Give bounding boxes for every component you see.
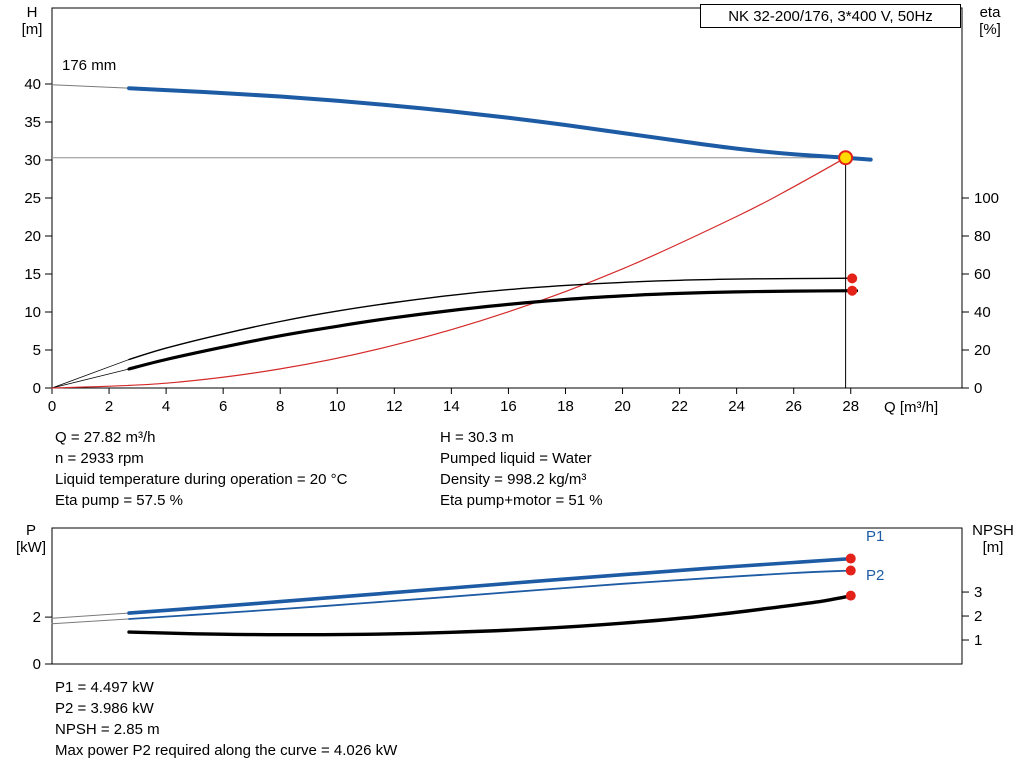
svg-text:20: 20: [24, 228, 41, 245]
svg-text:25: 25: [24, 190, 41, 207]
svg-text:20: 20: [614, 398, 631, 415]
svg-text:10: 10: [329, 398, 346, 415]
svg-text:12: 12: [386, 398, 403, 415]
svg-text:2: 2: [33, 609, 41, 626]
svg-text:0: 0: [974, 380, 982, 397]
axis-title-power: P [kW]: [8, 522, 54, 556]
svg-text:15: 15: [24, 266, 41, 283]
axis-title-npsh-unit: [m]: [982, 539, 1004, 556]
info-eta-pump-motor: Eta pump+motor = 51 %: [440, 492, 603, 509]
svg-text:18: 18: [557, 398, 574, 415]
svg-text:100: 100: [974, 190, 999, 207]
svg-text:5: 5: [33, 342, 41, 359]
svg-text:28: 28: [842, 398, 859, 415]
svg-text:20: 20: [974, 342, 991, 359]
svg-text:35: 35: [24, 114, 41, 131]
svg-text:6: 6: [219, 398, 227, 415]
svg-text:40: 40: [974, 304, 991, 321]
axis-title-head-unit: [m]: [21, 21, 43, 38]
svg-text:2: 2: [974, 608, 982, 625]
svg-text:22: 22: [671, 398, 688, 415]
info-pumped-liquid: Pumped liquid = Water: [440, 450, 592, 467]
pump-model-title: NK 32-200/176, 3*400 V, 50Hz: [700, 4, 961, 28]
svg-text:30: 30: [24, 152, 41, 169]
svg-text:8: 8: [276, 398, 284, 415]
svg-text:3: 3: [974, 584, 982, 601]
info-eta-pump: Eta pump = 57.5 %: [55, 492, 183, 509]
svg-text:40: 40: [24, 76, 41, 93]
svg-text:16: 16: [500, 398, 517, 415]
axis-title-flow: Q [m³/h]: [884, 399, 939, 416]
axis-title-head: H [m]: [10, 4, 54, 38]
axis-title-npsh: NPSH [m]: [964, 522, 1022, 556]
axis-title-eta-symbol: eta: [979, 4, 1001, 21]
p2-curve-label: P2: [866, 567, 885, 584]
result-p1: P1 = 4.497 kW: [55, 679, 154, 696]
axis-title-eta: eta [%]: [966, 4, 1014, 38]
svg-text:4: 4: [162, 398, 170, 415]
axis-title-power-unit: [kW]: [16, 539, 46, 556]
svg-text:0: 0: [48, 398, 56, 415]
info-density: Density = 998.2 kg/m³: [440, 471, 587, 488]
svg-text:60: 60: [974, 266, 991, 283]
svg-text:80: 80: [974, 228, 991, 245]
info-speed: n = 2933 rpm: [55, 450, 144, 467]
svg-text:14: 14: [443, 398, 460, 415]
axis-title-npsh-symbol: NPSH: [972, 522, 1014, 539]
svg-text:2: 2: [105, 398, 113, 415]
svg-text:1: 1: [974, 632, 982, 649]
duty-info-left-column: Q = 27.82 m³/h n = 2933 rpm Liquid tempe…: [55, 427, 347, 511]
info-liquid-temperature: Liquid temperature during operation = 20…: [55, 471, 348, 488]
result-max-power: Max power P2 required along the curve = …: [55, 742, 398, 759]
svg-text:0: 0: [33, 656, 41, 673]
duty-info-right-column: H = 30.3 m Pumped liquid = Water Density…: [440, 427, 603, 511]
p1-curve-label: P1: [866, 528, 885, 545]
axis-title-power-symbol: P: [25, 522, 36, 539]
svg-text:24: 24: [728, 398, 745, 415]
result-npsh: NPSH = 2.85 m: [55, 721, 160, 738]
impeller-diameter-label: 176 mm: [62, 57, 117, 74]
axis-title-eta-unit: [%]: [979, 21, 1001, 38]
info-flow: Q = 27.82 m³/h: [55, 429, 156, 446]
info-head: H = 30.3 m: [440, 429, 514, 446]
svg-text:10: 10: [24, 304, 41, 321]
svg-text:26: 26: [785, 398, 802, 415]
power-results-column: P1 = 4.497 kW P2 = 3.986 kW NPSH = 2.85 …: [55, 677, 397, 761]
svg-text:0: 0: [33, 380, 41, 397]
result-p2: P2 = 3.986 kW: [55, 700, 154, 717]
axis-title-head-symbol: H: [26, 4, 38, 21]
